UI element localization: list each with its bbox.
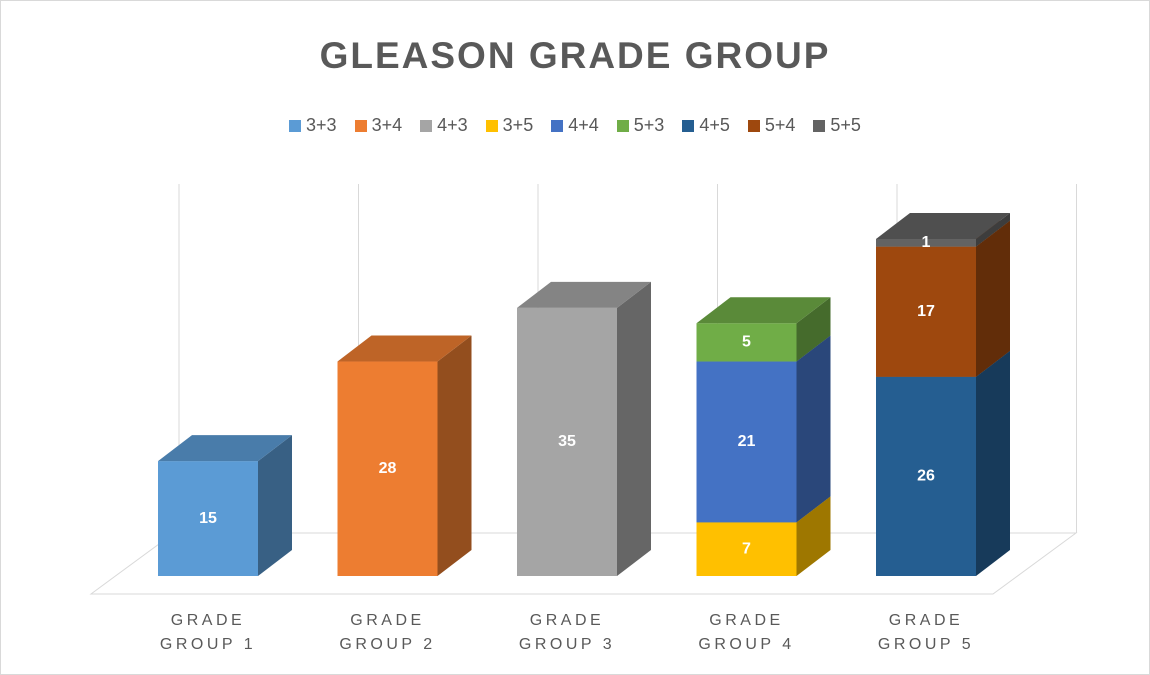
legend-label: 3+4 [371,115,403,135]
data-label: 5 [742,334,751,351]
chart-title: GLEASON GRADE GROUP [319,35,831,76]
bar-side [796,496,831,576]
bar-side [258,435,292,576]
bar [876,238,976,247]
legend-label: 4+5 [699,115,730,135]
legend-swatch [682,119,695,132]
bar-side [976,350,1010,576]
legend-item: 5+3 [616,115,665,136]
bar-top [337,335,472,362]
x-tick-label: GRADE GROUP 3 [518,612,616,653]
bar-top [696,297,831,324]
legend-label: 3+5 [502,115,534,135]
legend-swatch [813,119,826,132]
x-tick-label: GRADE GROUP 4 [698,612,795,653]
legend-label: 4+3 [437,115,468,135]
data-label: 26 [917,468,935,485]
bar-side [796,297,831,362]
bar-top [158,435,292,462]
bar [876,376,976,576]
data-label: 1 [922,234,931,251]
legend-item: 5+5 [813,115,861,136]
legend-item: 4+3 [420,115,468,136]
data-label: 21 [738,433,756,450]
data-label: 7 [742,540,751,557]
data-label: 28 [379,460,397,477]
legend-swatch [289,119,302,132]
legend-item: 3+3 [289,115,337,136]
bar [517,307,617,576]
legend: 3+3 3+4 4+3 3+5 4+4 5+3 4+5 5+4 5+5 [1,115,1149,136]
legend-label: 4+4 [568,115,599,135]
data-label: 35 [558,433,576,450]
bar-side [796,335,831,523]
bar [158,461,258,576]
legend-item: 3+5 [485,115,534,136]
legend-label: 5+3 [633,115,665,135]
legend-label: 5+5 [830,115,861,135]
legend-swatch [616,119,629,132]
bar [696,323,797,362]
x-tick-label: GRADE GROUP 2 [339,612,436,653]
bar-side [976,220,1010,377]
bar-top [876,212,1010,239]
bar [696,522,797,576]
legend-swatch [485,119,498,132]
bar-side [437,335,472,576]
legend-label: 5+4 [764,115,796,135]
legend-item: 4+5 [682,115,730,136]
legend-swatch [747,119,760,132]
bar [876,246,976,377]
data-label: 15 [199,510,217,527]
bar-top [517,281,651,308]
legend-swatch [551,119,564,132]
bar-side [976,212,1010,247]
legend-item: 4+4 [551,115,599,136]
legend-item: 3+4 [354,115,403,136]
x-tick-label: GRADE GROUP 5 [877,612,975,653]
legend-item: 5+4 [747,115,796,136]
legend-swatch [420,119,433,132]
data-label: 17 [917,303,935,320]
bar [696,361,797,523]
legend-swatch [354,119,367,132]
bar-side [617,281,651,576]
bar [337,361,438,576]
x-tick-label: GRADE GROUP 1 [159,612,257,653]
legend-label: 3+3 [306,115,337,135]
